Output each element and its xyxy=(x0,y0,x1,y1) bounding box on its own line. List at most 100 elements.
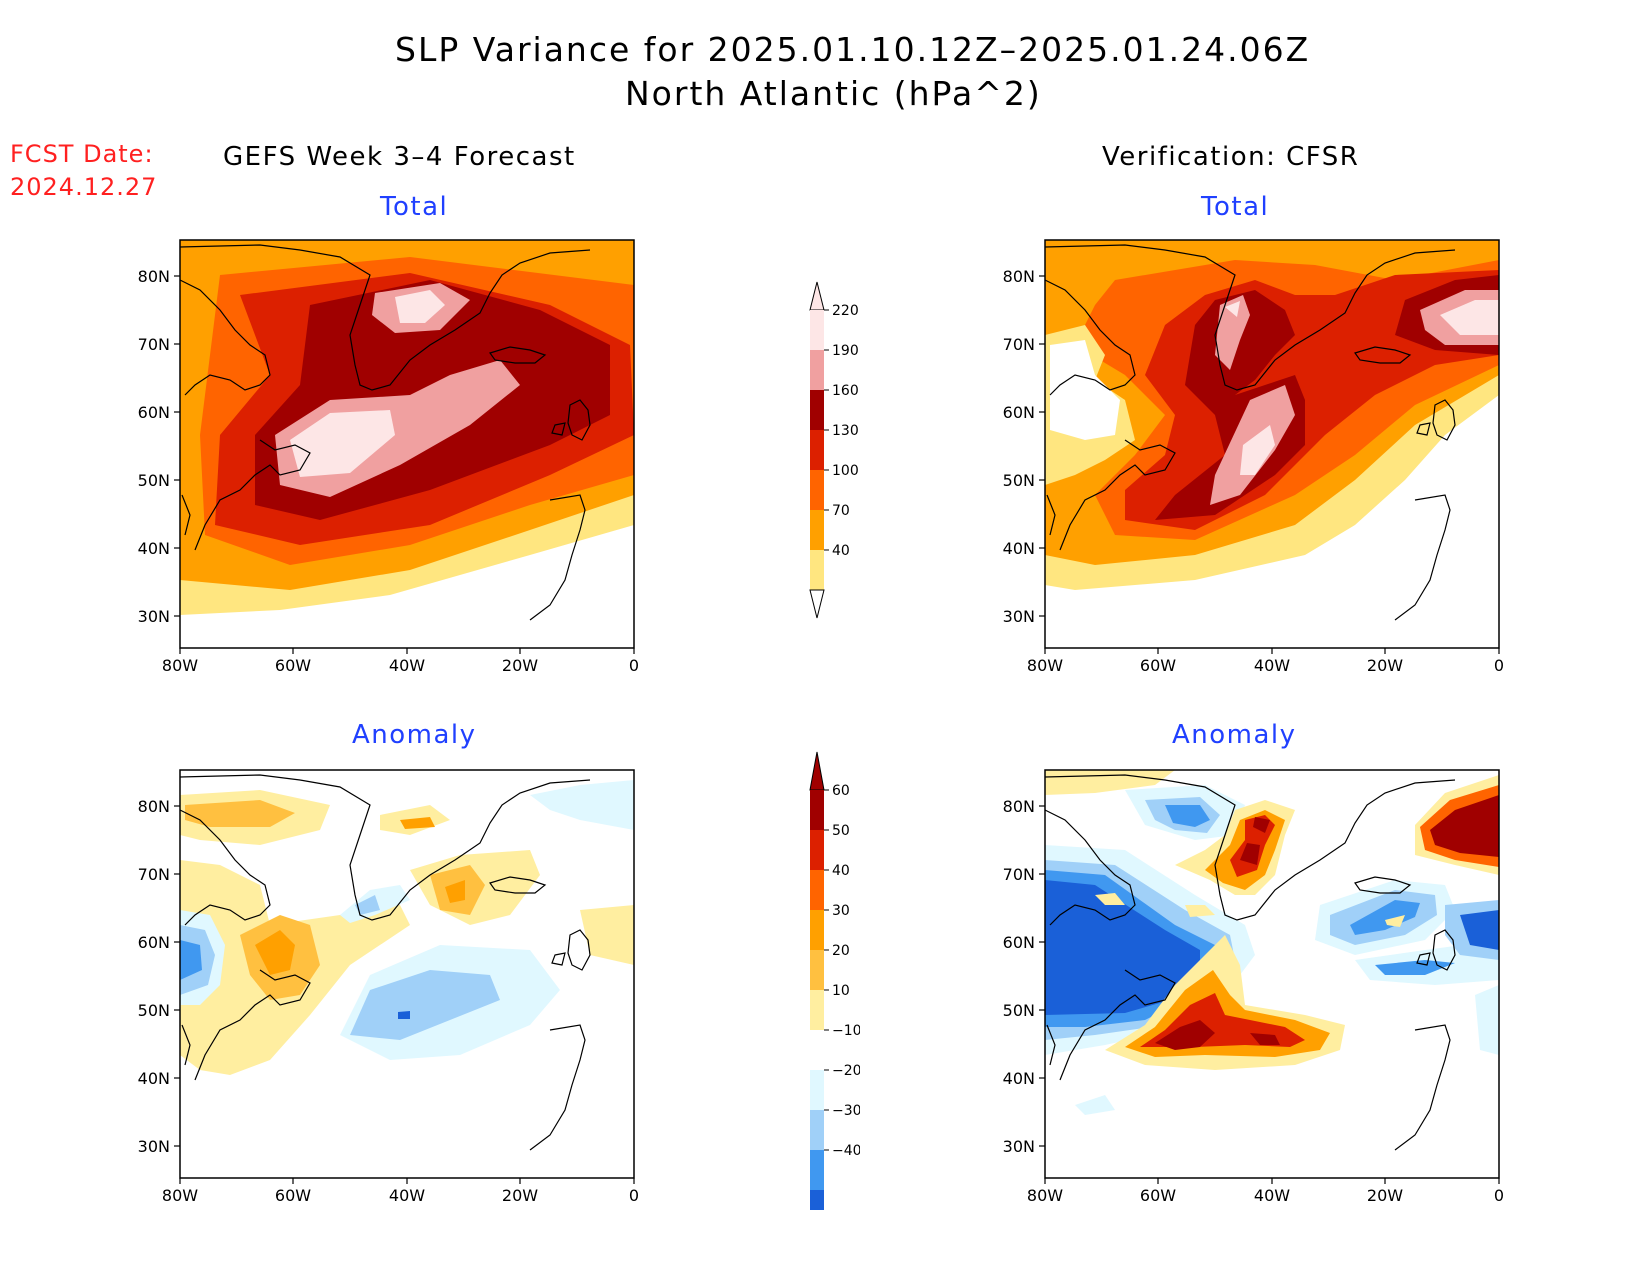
colorbar-total-bottom-arrow xyxy=(809,589,825,619)
lon-tick: 60W xyxy=(275,1186,311,1205)
colorbar-total-label: 70 xyxy=(832,503,850,519)
colorbar-total-label: 100 xyxy=(832,463,859,479)
fcst-label: FCST Date: xyxy=(10,140,154,168)
lat-tick: 40N xyxy=(138,1069,170,1088)
lat-tick: 70N xyxy=(1003,335,1035,354)
lat-tick: 30N xyxy=(1003,1137,1035,1156)
right-column-title: Verification: CFSR xyxy=(1102,142,1360,172)
lat-tick: 80N xyxy=(138,267,170,286)
coastlines-anomaly-forecast xyxy=(180,774,591,1151)
colorbar-anomaly-label: 60 xyxy=(832,783,850,799)
coastlines-anomaly-verification xyxy=(1045,774,1456,1151)
panel-title-total-left: Total xyxy=(380,192,449,222)
colorbar-total-label: 130 xyxy=(832,423,859,439)
lat-tick: 70N xyxy=(1003,865,1035,884)
colorbar-anomaly-swatch xyxy=(810,990,824,1030)
lon-tick: 20W xyxy=(1367,1186,1403,1205)
coastlines-total-forecast xyxy=(180,244,591,621)
lon-tick: 0 xyxy=(1494,656,1504,675)
ticks-anomaly-verification xyxy=(1039,805,1500,1184)
lon-tick: 0 xyxy=(629,656,639,675)
lon-tick: 20W xyxy=(502,1186,538,1205)
colorbar-anomaly-label: −20 xyxy=(832,1063,860,1079)
colorbar-total-label: 160 xyxy=(832,383,859,399)
colorbar-anomaly-swatch xyxy=(810,1070,824,1110)
lat-tick: 70N xyxy=(138,335,170,354)
shading-total-forecast xyxy=(180,240,634,615)
colorbar-total-swatch xyxy=(810,470,824,510)
map-anomaly-forecast: 80W 60W 40W 20W 0 80N 70N 60N 50N 40N 30… xyxy=(138,769,639,1205)
colorbar-anomaly-label: 50 xyxy=(832,823,850,839)
lat-tick: 30N xyxy=(138,607,170,626)
colorbar-anomaly-label: 30 xyxy=(832,903,850,919)
lat-tick: 60N xyxy=(138,403,170,422)
panel-title-anom-left: Anomaly xyxy=(352,720,477,750)
lat-tick: 70N xyxy=(138,865,170,884)
shading-anomaly-forecast xyxy=(180,780,634,1075)
lat-tick: 50N xyxy=(1003,471,1035,490)
colorbar-anomaly-swatch xyxy=(810,910,824,950)
lat-tick: 40N xyxy=(1003,539,1035,558)
lon-tick: 20W xyxy=(502,656,538,675)
lat-tick: 60N xyxy=(1003,403,1035,422)
lat-tick: 40N xyxy=(138,539,170,558)
colorbar-anomaly-label: −30 xyxy=(832,1103,860,1119)
lat-tick: 40N xyxy=(1003,1069,1035,1088)
lon-tick: 80W xyxy=(162,656,198,675)
lon-tick: 0 xyxy=(629,1186,639,1205)
lon-tick: 40W xyxy=(1254,656,1290,675)
shading-total-verification xyxy=(1045,240,1499,590)
lat-tick: 30N xyxy=(138,1137,170,1156)
lat-tick: 80N xyxy=(138,797,170,816)
map-total-forecast: 80W 60W 40W 20W 0 80N 70N 60N 50N 40N 30… xyxy=(138,239,639,675)
colorbar-total-swatch xyxy=(810,510,824,550)
lon-tick: 40W xyxy=(1254,1186,1290,1205)
lon-tick: 80W xyxy=(162,1186,198,1205)
colorbar-anomaly-label: −10 xyxy=(832,1023,860,1039)
colorbar-anomaly-label: 40 xyxy=(832,863,850,879)
colorbar-anomaly-label: −40 xyxy=(832,1143,860,1159)
colorbar-anomaly-label: 20 xyxy=(832,943,850,959)
colorbar-total-swatch xyxy=(810,390,824,430)
ticks-anomaly-forecast xyxy=(174,805,635,1184)
lon-tick: 60W xyxy=(1140,656,1176,675)
colorbar-anomaly-swatch xyxy=(810,1110,824,1150)
colorbar-anomaly-swatch xyxy=(810,1190,824,1210)
lon-tick: 60W xyxy=(1140,1186,1176,1205)
panel-title-anom-right: Anomaly xyxy=(1172,720,1297,750)
main-title: SLP Variance for 2025.01.10.12Z–2025.01.… xyxy=(395,30,1311,69)
lon-tick: 60W xyxy=(275,656,311,675)
ticks-total-forecast xyxy=(174,275,635,654)
map-anomaly-verification: 80W 60W 40W 20W 0 80N 70N 60N 50N 40N 30… xyxy=(1003,769,1504,1205)
lat-tick: 80N xyxy=(1003,267,1035,286)
colorbar-anomaly-swatch xyxy=(810,1150,824,1190)
shading-anomaly-verification xyxy=(1045,770,1499,1115)
lat-tick: 80N xyxy=(1003,797,1035,816)
colorbar-total-label: 220 xyxy=(832,303,859,319)
lat-tick: 50N xyxy=(138,471,170,490)
lon-tick: 40W xyxy=(389,1186,425,1205)
lon-tick: 40W xyxy=(389,656,425,675)
lat-tick: 50N xyxy=(138,1001,170,1020)
lat-tick: 60N xyxy=(1003,933,1035,952)
lat-tick: 60N xyxy=(138,933,170,952)
colorbar-anomaly-swatch xyxy=(810,870,824,910)
colorbar-total: 220 190 160 130 100 70 40 xyxy=(809,281,859,619)
lon-tick: 80W xyxy=(1027,1186,1063,1205)
colorbar-anomaly-swatch xyxy=(810,790,824,830)
lat-tick: 50N xyxy=(1003,1001,1035,1020)
colorbar-anomaly: 60 50 40 30 20 10 −10 −20 −30 −40 xyxy=(809,751,860,1210)
lon-tick: 20W xyxy=(1367,656,1403,675)
colorbar-total-swatch xyxy=(810,350,824,390)
lon-tick: 0 xyxy=(1494,1186,1504,1205)
colorbar-anomaly-top-arrow xyxy=(809,751,825,791)
colorbar-anomaly-swatch xyxy=(810,1030,824,1070)
lon-tick: 80W xyxy=(1027,656,1063,675)
colorbar-total-swatch xyxy=(810,310,824,350)
fcst-date-label: FCST Date: 2024.12.27 xyxy=(10,138,157,204)
colorbar-anomaly-label: 10 xyxy=(832,983,850,999)
colorbar-total-swatch xyxy=(810,550,824,590)
left-column-title: GEFS Week 3–4 Forecast xyxy=(223,142,576,172)
map-total-verification: 80W 60W 40W 20W 0 80N 70N 60N 50N 40N 30… xyxy=(1003,239,1504,675)
coastlines-total-verification xyxy=(1045,244,1456,621)
